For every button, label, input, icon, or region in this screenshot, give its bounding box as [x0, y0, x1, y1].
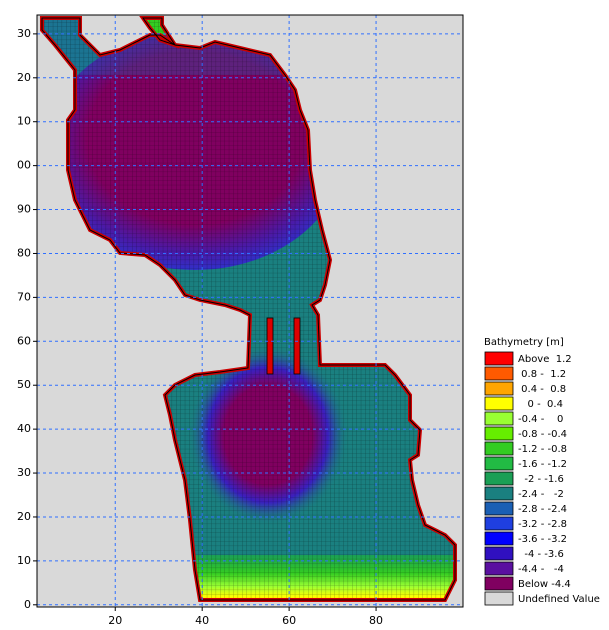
legend-swatch	[484, 366, 514, 381]
legend-swatch	[484, 516, 514, 531]
y-tick-label: 10	[17, 115, 31, 128]
pier	[266, 317, 274, 375]
legend-label: 0 - 0.4	[518, 399, 563, 410]
legend-label: Below -4.4	[518, 579, 571, 590]
legend-label: -4.4 - -4	[518, 564, 564, 575]
y-tick-label: 50	[17, 378, 31, 391]
legend-label: -2.4 - -2	[518, 489, 564, 500]
y-tick-label: 40	[17, 422, 31, 435]
y-tick-label: 80	[17, 246, 31, 259]
legend-label: -3.2 - -2.8	[518, 519, 567, 530]
legend-label: Undefined Value	[518, 594, 600, 605]
legend-label: -0.8 - -0.4	[518, 429, 567, 440]
pier	[293, 317, 301, 375]
legend-swatch	[484, 396, 514, 411]
legend-swatch	[484, 591, 514, 606]
legend-swatch	[484, 531, 514, 546]
legend-label: -4 - -3.6	[518, 549, 564, 560]
legend-title: Bathymetry [m]	[484, 337, 564, 348]
y-tick-label: 30	[17, 466, 31, 479]
y-tick-label: 20	[17, 71, 31, 84]
y-tick-label: 90	[17, 203, 31, 216]
y-tick-label: 60	[17, 334, 31, 347]
y-tick-label: 30	[17, 27, 31, 40]
x-tick-label: 40	[195, 614, 209, 627]
legend-swatch	[484, 456, 514, 471]
plot-frame	[36, 14, 464, 608]
legend-swatch	[484, 501, 514, 516]
legend-label: -0.4 - 0	[518, 414, 563, 425]
x-tick-label: 80	[369, 614, 383, 627]
legend-label: -1.2 - -0.8	[518, 444, 567, 455]
legend-swatch	[484, 546, 514, 561]
legend-label: -3.6 - -3.2	[518, 534, 567, 545]
legend-swatch	[484, 351, 514, 366]
legend-swatch	[484, 381, 514, 396]
legend-swatch	[484, 471, 514, 486]
y-tick-label: 70	[17, 290, 31, 303]
y-tick-label: 00	[17, 159, 31, 172]
y-tick-label: 10	[17, 554, 31, 567]
grid	[37, 15, 463, 607]
legend-swatch	[484, 486, 514, 501]
legend-swatch	[484, 441, 514, 456]
legend-label: 0.4 - 0.8	[518, 384, 566, 395]
legend-label: -1.6 - -1.2	[518, 459, 567, 470]
legend-label: -2.8 - -2.4	[518, 504, 567, 515]
legend-label: 0.8 - 1.2	[518, 369, 566, 380]
x-tick-label: 60	[282, 614, 296, 627]
legend-swatch	[484, 576, 514, 591]
legend-label: -2 - -1.6	[518, 474, 564, 485]
legend-swatch	[484, 411, 514, 426]
legend-label: Above 1.2	[518, 354, 572, 365]
x-tick-label: 20	[108, 614, 122, 627]
y-tick-label: 0	[24, 598, 31, 611]
legend-swatch	[484, 561, 514, 576]
legend-swatch	[484, 426, 514, 441]
y-tick-label: 20	[17, 510, 31, 523]
